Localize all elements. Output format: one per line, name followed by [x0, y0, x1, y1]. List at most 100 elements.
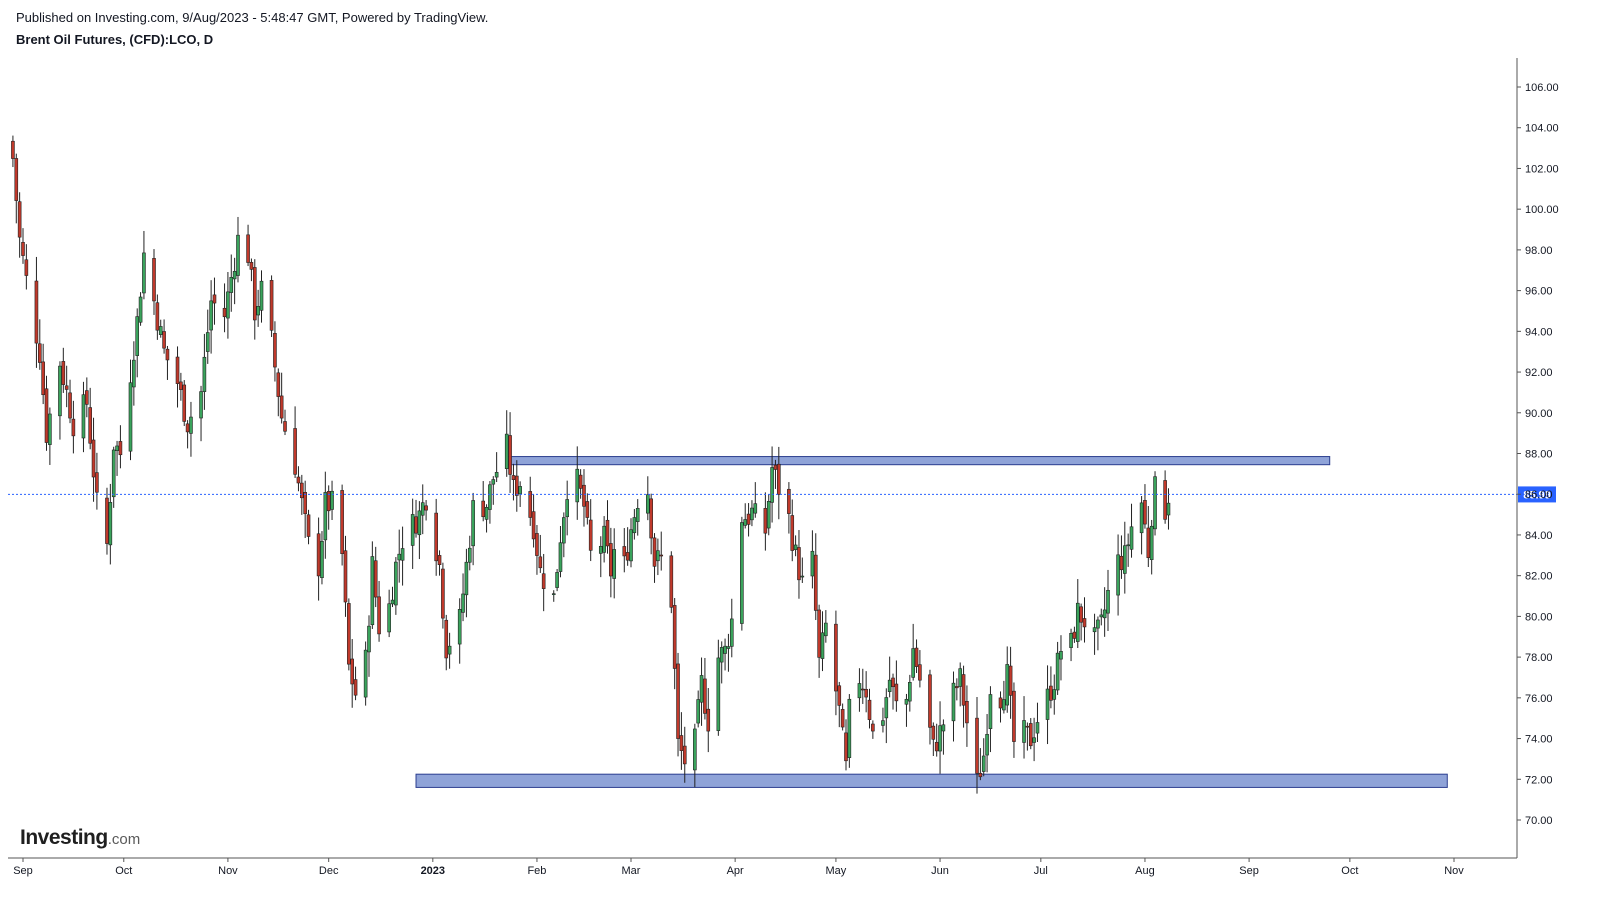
candle-down: [1146, 527, 1151, 559]
candle-up: [938, 725, 942, 752]
candle-down: [965, 701, 969, 724]
candle-down: [914, 647, 919, 667]
candle-down: [998, 697, 1003, 709]
candle-down: [300, 482, 304, 499]
candle-down: [672, 605, 677, 669]
candle-down: [373, 560, 378, 598]
candle-up: [397, 553, 402, 561]
candle-down: [283, 421, 287, 432]
candle-down: [44, 388, 49, 443]
candle-down: [41, 361, 45, 396]
candle-down: [441, 568, 445, 619]
candle-down: [1082, 618, 1087, 628]
candle-down: [316, 533, 321, 577]
y-tick-label: 104.00: [1525, 123, 1559, 135]
x-tick-label: May: [826, 865, 847, 877]
candle-up: [138, 296, 143, 323]
candle-up: [1092, 627, 1097, 633]
candle-down: [894, 683, 899, 702]
candle-down: [528, 491, 533, 518]
candle-down: [1143, 500, 1147, 525]
candle-up: [387, 603, 391, 633]
x-tick-label: Oct: [115, 865, 132, 877]
candle-down: [481, 500, 486, 518]
y-tick-label: 94.00: [1525, 326, 1553, 338]
candle-down: [343, 550, 348, 603]
candle-up: [226, 291, 230, 319]
candle-down: [978, 772, 983, 778]
candle-up: [199, 391, 203, 419]
candle-up: [58, 365, 62, 417]
candle-down: [609, 543, 613, 577]
candle-down: [24, 259, 29, 276]
candle-down: [777, 463, 781, 495]
candle-up: [750, 507, 754, 521]
candle-down: [514, 475, 519, 496]
candle-down: [1025, 725, 1030, 728]
y-tick-label: 82.00: [1525, 571, 1553, 583]
candle-up: [985, 734, 989, 756]
axes-layer: 70.00 72.00 74.00 76.00 78.00 80.00 82.00 84.00…: [8, 58, 1559, 877]
candle-up: [1106, 589, 1110, 614]
y-tick-label: 90.00: [1525, 408, 1553, 420]
candle-down: [582, 484, 586, 507]
candle-down: [975, 717, 979, 774]
candle-down: [182, 384, 187, 422]
candle-up: [363, 649, 368, 698]
candle-down: [931, 725, 936, 740]
candle-up: [551, 593, 556, 595]
candle-up: [887, 679, 892, 692]
x-tick-label: Sep: [1239, 865, 1259, 877]
candle-down: [118, 441, 123, 456]
candle-up: [390, 599, 395, 605]
y-tick-label: 106.00: [1525, 82, 1559, 94]
candle-down: [669, 555, 674, 608]
candle-up: [135, 316, 140, 356]
candle-down: [787, 488, 791, 514]
candle-down: [179, 381, 183, 390]
y-tick-label: 84.00: [1525, 530, 1553, 542]
candle-up: [1035, 722, 1040, 734]
candle-down: [414, 516, 418, 534]
candle-down: [679, 735, 684, 751]
candle-down: [1028, 723, 1033, 747]
y-tick-label: 86.00: [1525, 489, 1553, 501]
y-tick-label: 72.00: [1525, 774, 1553, 786]
x-tick-label: Jun: [931, 865, 949, 877]
candle-up: [565, 499, 569, 518]
candle-up: [958, 668, 963, 687]
candle-up: [1059, 650, 1063, 660]
candle-down: [347, 603, 351, 665]
candle-down: [703, 678, 707, 714]
y-tick-label: 100.00: [1525, 204, 1559, 216]
published-line: Published on Investing.com, 9/Aug/2023 -…: [16, 10, 489, 25]
candle-down: [222, 307, 227, 318]
candle-up: [558, 542, 563, 572]
candle-up: [420, 502, 425, 516]
candle-down: [306, 514, 311, 537]
candle-up: [723, 645, 727, 654]
candle-down: [625, 552, 630, 561]
candle-down: [350, 658, 354, 685]
candle-up: [111, 449, 116, 498]
candle-up: [988, 694, 993, 729]
x-tick-label: Nov: [1444, 865, 1464, 877]
candle-down: [1049, 685, 1053, 701]
x-tick-label: Mar: [622, 865, 641, 877]
candle-up: [232, 271, 237, 280]
candle-up: [457, 609, 462, 645]
candle-up: [857, 683, 862, 699]
candle-down: [837, 685, 842, 706]
candle-down: [68, 392, 72, 419]
candle-up: [598, 545, 603, 554]
candle-down: [269, 280, 274, 331]
y-tick-label: 92.00: [1525, 367, 1553, 379]
candle-down: [1008, 665, 1013, 696]
candle-up: [256, 306, 260, 316]
candle-up: [236, 234, 240, 276]
candle-up: [824, 622, 828, 637]
candle-down: [424, 505, 428, 511]
candle-up: [1123, 545, 1127, 574]
candle-down: [61, 361, 66, 385]
candle-up: [820, 632, 825, 659]
